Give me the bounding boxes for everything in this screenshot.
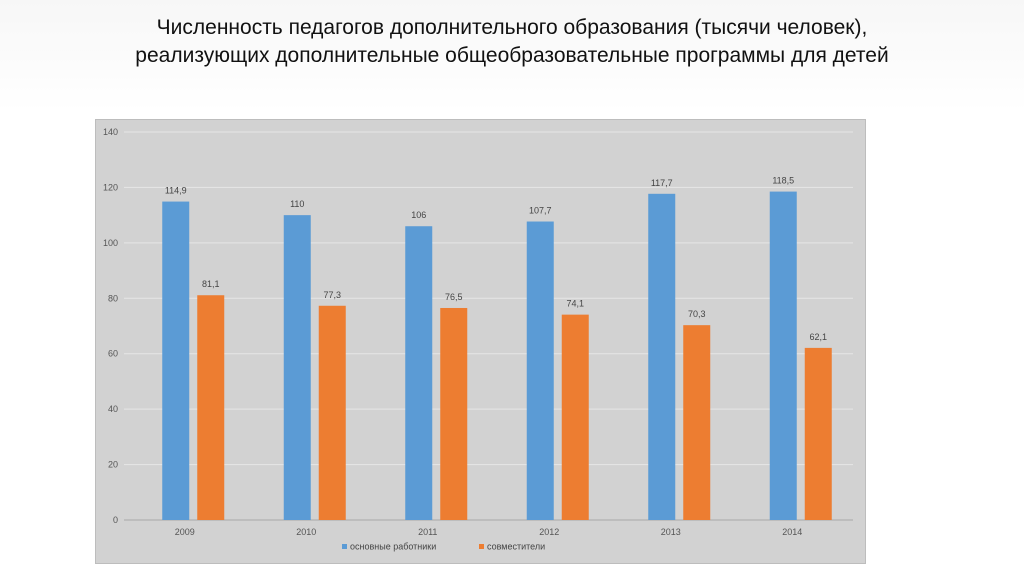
- x-tick-label: 2012: [539, 527, 559, 537]
- legend-swatch-main-staff: [342, 544, 347, 549]
- title-line-2: реализующих дополнительные общеобразоват…: [135, 44, 889, 67]
- bar-main-staff: [769, 191, 797, 521]
- bar-main-staff: [283, 215, 311, 520]
- data-label: 62,1: [809, 332, 827, 342]
- legend-label-main-staff: основные работники: [350, 542, 436, 552]
- data-label: 77,3: [323, 290, 341, 300]
- x-tick-label: 2011: [418, 527, 437, 537]
- data-label: 114,9: [165, 186, 187, 196]
- data-label: 74,1: [566, 299, 584, 309]
- y-tick-label: 60: [108, 349, 118, 359]
- data-label: 107,7: [529, 206, 552, 216]
- y-tick-label: 40: [108, 404, 118, 414]
- data-label: 117,7: [651, 178, 673, 188]
- x-tick-label: 2013: [661, 527, 681, 537]
- data-label: 106: [411, 210, 426, 220]
- bar-part-time: [318, 305, 346, 520]
- x-tick-label: 2010: [296, 527, 316, 537]
- x-tick-label: 2009: [175, 527, 195, 537]
- y-tick-label: 20: [108, 460, 118, 470]
- y-tick-label: 0: [113, 515, 118, 525]
- x-tick-label: 2014: [782, 527, 802, 537]
- title-line-1: Численность педагогов дополнительного об…: [156, 16, 868, 39]
- bar-part-time: [561, 314, 589, 520]
- legend-label-part-time: совместители: [487, 542, 545, 552]
- y-tick-label: 80: [108, 293, 118, 303]
- y-tick-label: 120: [103, 182, 118, 192]
- bar-main-staff: [405, 226, 433, 520]
- data-label: 81,1: [202, 279, 220, 289]
- data-label: 76,5: [445, 292, 463, 302]
- legend-swatch-part-time: [479, 544, 484, 549]
- y-tick-label: 100: [103, 238, 118, 248]
- bar-part-time: [683, 325, 711, 520]
- bar-part-time: [440, 307, 468, 520]
- y-tick-label: 140: [103, 127, 118, 137]
- title-band: [0, 0, 1024, 112]
- bar-part-time: [804, 347, 832, 520]
- bar-part-time: [197, 295, 225, 520]
- data-label: 118,5: [772, 176, 794, 186]
- bar-main-staff: [162, 201, 190, 520]
- bar-main-staff: [526, 221, 554, 520]
- data-label: 70,3: [688, 309, 706, 319]
- bar-main-staff: [648, 193, 676, 520]
- data-label: 110: [290, 199, 304, 209]
- slide-title: Численность педагогов дополнительного об…: [0, 14, 1024, 70]
